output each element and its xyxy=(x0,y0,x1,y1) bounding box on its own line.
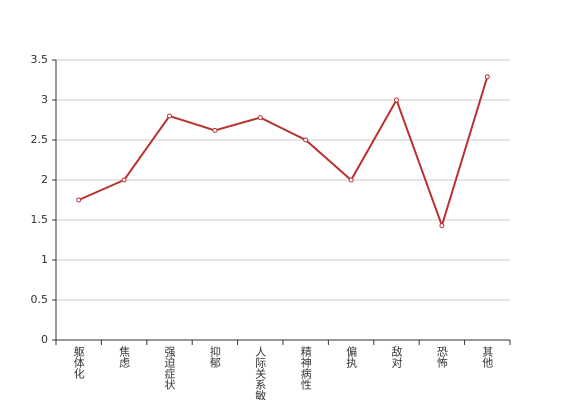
x-tick-label: 躯体化 xyxy=(72,346,85,380)
y-tick-label: 2.5 xyxy=(31,133,49,146)
y-tick-label: 3.5 xyxy=(31,53,49,66)
line xyxy=(78,76,489,229)
y-tick-label: 1.5 xyxy=(31,213,49,226)
y-tick-label: 0 xyxy=(41,333,48,346)
point xyxy=(257,115,263,121)
x-tick-label: 其他 xyxy=(481,346,494,368)
x-tick-label: 人际关系敏感 xyxy=(254,346,267,400)
y-tick-label: 2 xyxy=(41,173,48,186)
y-tick-label: 3 xyxy=(41,93,48,106)
point xyxy=(121,177,127,183)
point xyxy=(484,74,490,80)
y-tick-label: 1 xyxy=(41,253,48,266)
x-tick-label: 精神病性 xyxy=(299,346,312,391)
x-tick-label: 恐怖 xyxy=(435,346,448,368)
point xyxy=(303,137,309,143)
x-tick-label: 敌对 xyxy=(390,345,403,368)
point xyxy=(76,197,82,203)
point xyxy=(212,127,218,133)
x-tick-label: 抑郁 xyxy=(208,345,221,368)
point xyxy=(439,223,445,229)
point xyxy=(167,113,172,119)
x-tick-label: 偏执 xyxy=(345,345,358,369)
x-tick-label: 焦虑 xyxy=(118,346,131,368)
point xyxy=(348,177,354,183)
point xyxy=(394,97,399,103)
y-tick-label: 0.5 xyxy=(31,293,49,306)
x-tick-label: 强迫症状 xyxy=(163,346,176,390)
